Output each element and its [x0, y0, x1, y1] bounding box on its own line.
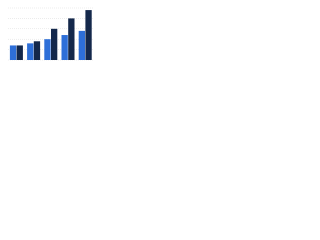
bar: [27, 43, 34, 60]
bar: [44, 39, 51, 60]
bar: [16, 45, 23, 60]
bar: [61, 35, 68, 60]
bar: [51, 28, 58, 60]
bar: [85, 10, 92, 60]
bar: [68, 18, 75, 60]
bar: [9, 45, 17, 60]
page: (() => { const data = JSON.parse(documen…: [0, 0, 320, 71]
bar: [33, 41, 41, 60]
chart: [8, 7, 94, 61]
bar: [78, 30, 85, 60]
